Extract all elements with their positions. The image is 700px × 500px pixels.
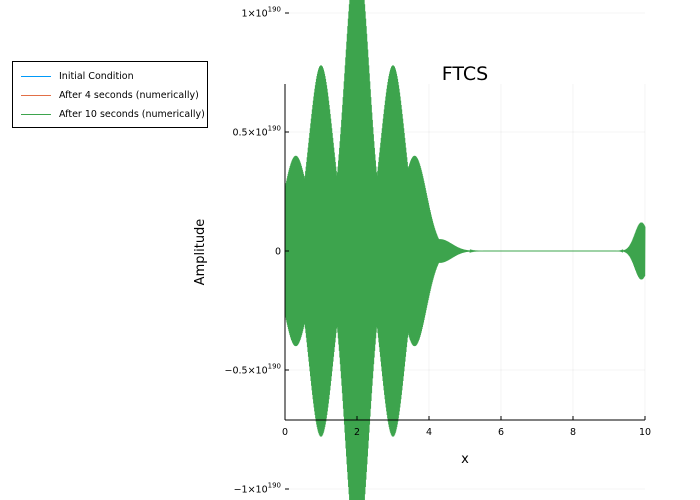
x-tick-label: 8 bbox=[570, 427, 576, 438]
legend-label-10s: After 10 seconds (numerically) bbox=[59, 108, 205, 120]
x-tick-label: 2 bbox=[354, 427, 360, 438]
y-tick-label: 0 bbox=[275, 247, 281, 258]
legend: Initial Condition After 4 seconds (numer… bbox=[12, 61, 208, 128]
y-tick-label: −1×10190 bbox=[234, 482, 281, 496]
legend-swatch-10s bbox=[21, 113, 51, 115]
legend-label-initial: Initial Condition bbox=[59, 70, 134, 82]
x-tick-label: 6 bbox=[498, 427, 504, 438]
y-axis-label: Amplitude bbox=[193, 219, 208, 286]
plot-area bbox=[284, 0, 646, 500]
legend-swatch-initial bbox=[21, 75, 51, 77]
axes: 0 2 4 6 8 10 1×10190 0.5×10190 0 −0.5×10190 −1×101… bbox=[225, 6, 652, 496]
chart-title: FTCS bbox=[442, 63, 488, 85]
y-tick-label: 1×10190 bbox=[242, 6, 281, 20]
x-axis-label: x bbox=[461, 452, 469, 467]
y-tick-label: −0.5×10190 bbox=[225, 363, 282, 377]
x-tick-label: 0 bbox=[282, 427, 288, 438]
legend-item-10s: After 10 seconds (numerically) bbox=[21, 107, 205, 121]
legend-item-4s: After 4 seconds (numerically) bbox=[21, 88, 199, 102]
x-tick-label: 4 bbox=[426, 427, 432, 438]
legend-label-4s: After 4 seconds (numerically) bbox=[59, 89, 199, 101]
legend-swatch-4s bbox=[21, 94, 51, 96]
x-tick-label: 10 bbox=[639, 427, 651, 438]
series-line-2 bbox=[284, 0, 646, 500]
y-tick-label: 0.5×10190 bbox=[232, 125, 281, 139]
legend-item-initial: Initial Condition bbox=[21, 69, 134, 83]
